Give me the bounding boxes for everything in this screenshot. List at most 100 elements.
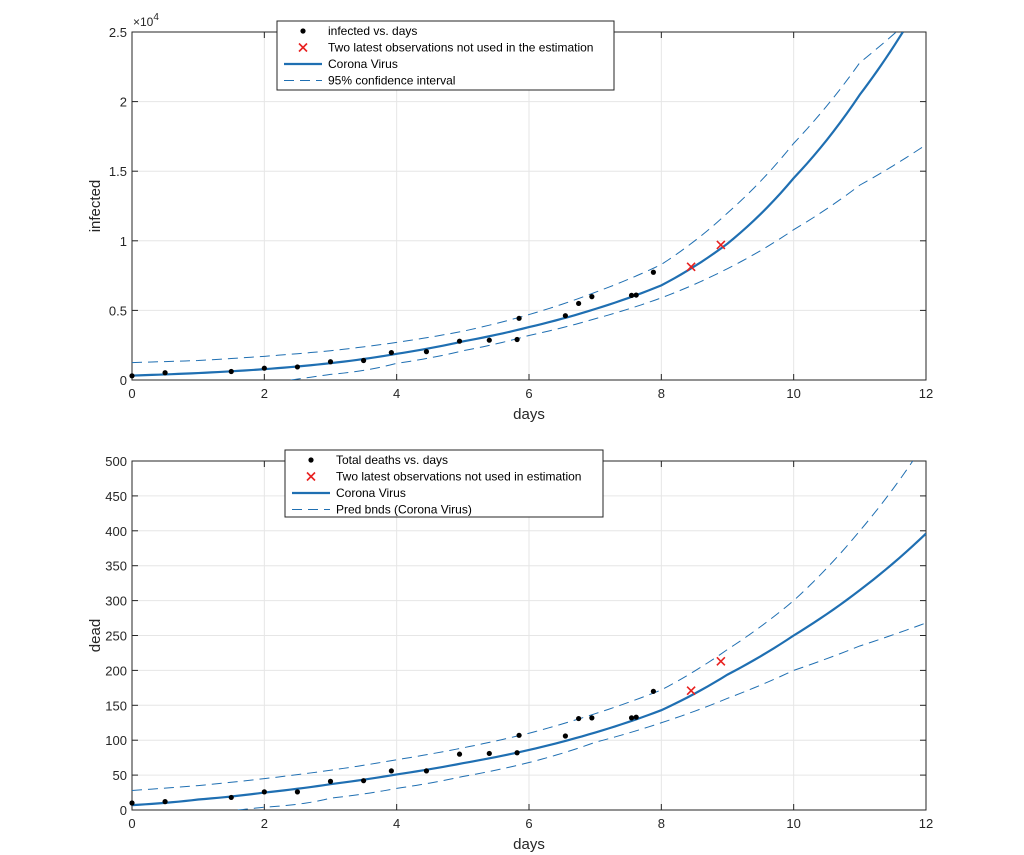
- y-exponent-label: ×104: [133, 12, 159, 29]
- deaths-chart: 0 2 4 6 8 10 12 0 50 100 150 200 250 300 350 400 450 500 d…: [87, 449, 933, 853]
- x-tick-label: 12: [919, 816, 933, 831]
- legend: infected vs. days Two latest observations…: [276, 20, 615, 91]
- observation-point: [562, 733, 568, 739]
- y-tick-label: 300: [105, 594, 127, 609]
- legend-label: infected vs. days: [328, 24, 417, 38]
- observation-point: [129, 373, 135, 379]
- observation-point: [562, 313, 568, 319]
- observation-point: [388, 349, 394, 356]
- observation-point: [294, 364, 301, 370]
- y-tick-label: 250: [105, 629, 127, 644]
- excluded-observation-point: [716, 240, 726, 250]
- observation-point: [327, 359, 334, 365]
- observation-point: [589, 294, 595, 300]
- y-axis-label: infected: [87, 180, 104, 233]
- observation-point: [576, 300, 582, 307]
- x-tick-label: 10: [786, 816, 800, 831]
- x-tick-label: 2: [261, 816, 268, 831]
- x-tick-label: 8: [658, 386, 665, 401]
- x-tick-label: 0: [128, 816, 135, 831]
- observation-point: [360, 778, 367, 784]
- y-tick-label: 0: [120, 803, 127, 818]
- infected-chart: 0 2 4 6 8 10 1200.511.522.5×104daysinfectedinf…: [87, 12, 933, 423]
- legend-label: Corona Virus: [336, 486, 406, 500]
- excluded-observation-point: [686, 262, 696, 272]
- y-tick-label: 1.5: [109, 164, 127, 179]
- x-tick-label: 6: [525, 386, 532, 401]
- legend-label: Total deaths vs. days: [336, 453, 448, 467]
- observation-point: [576, 715, 582, 722]
- y-exponent-base: ×10: [133, 15, 154, 29]
- x-tick-label: 4: [393, 386, 400, 401]
- observation-point: [261, 789, 267, 795]
- observation-point: [423, 349, 430, 355]
- excluded-observation-point: [716, 656, 726, 666]
- y-tick-label: 1: [120, 234, 127, 249]
- y-tick-label: 0.5: [109, 303, 127, 318]
- observation-point: [516, 732, 522, 738]
- x-tick-label: 12: [919, 386, 933, 401]
- x-axis-label: days: [513, 836, 545, 853]
- observation-point: [628, 292, 635, 298]
- observation-point: [360, 357, 367, 364]
- observation-point: [162, 799, 168, 805]
- x-tick-label: 6: [525, 816, 532, 831]
- y-exponent-power: 4: [153, 12, 159, 23]
- legend-label: Pred bnds (Corona Virus): [336, 503, 472, 517]
- y-axis-label: dead: [87, 619, 104, 652]
- legend-marker-observations: [300, 28, 306, 34]
- legend-marker-excluded: [298, 42, 308, 53]
- excluded-observation-point: [686, 686, 696, 696]
- y-tick-label: 400: [105, 524, 127, 539]
- x-axis-label: days: [513, 406, 545, 423]
- observation-point: [486, 750, 492, 757]
- observation-point: [514, 336, 520, 343]
- observation-point: [327, 778, 334, 784]
- observation-point: [228, 368, 234, 375]
- y-tick-label: 50: [113, 768, 127, 783]
- y-tick-label: 350: [105, 559, 127, 574]
- y-tick-label: 2.5: [109, 25, 127, 40]
- legend-marker-excluded: [306, 471, 316, 482]
- upper-bound-line: [132, 461, 914, 791]
- observation-point: [129, 800, 135, 806]
- observation-point: [456, 338, 463, 344]
- y-tick-label: 450: [105, 489, 127, 504]
- x-tick-label: 0: [128, 386, 135, 401]
- observation-point: [589, 715, 595, 721]
- y-tick-label: 100: [105, 733, 127, 748]
- observation-point: [628, 715, 635, 721]
- legend-label: Two latest observations not used in the …: [328, 41, 593, 55]
- legend-label: Two latest observations not used in esti…: [336, 470, 581, 484]
- upper-bound-line: [132, 32, 897, 364]
- legend: Total deaths vs. days Two latest observat…: [284, 449, 604, 518]
- observation-point: [162, 370, 168, 376]
- observation-point: [650, 688, 656, 694]
- observation-point: [633, 714, 639, 720]
- y-tick-label: 0: [120, 373, 127, 388]
- x-tick-label: 4: [393, 816, 400, 831]
- observation-point: [516, 315, 522, 321]
- legend-marker-observations: [308, 457, 314, 463]
- y-tick-label: 500: [105, 454, 127, 469]
- observation-point: [423, 768, 430, 774]
- observation-point: [633, 292, 639, 298]
- x-tick-label: 8: [658, 816, 665, 831]
- observation-point: [228, 794, 234, 801]
- observation-point: [261, 365, 267, 371]
- lower-bound-line: [237, 622, 926, 810]
- y-tick-label: 200: [105, 663, 127, 678]
- legend-label: 95% confidence interval: [328, 74, 455, 88]
- legend-box: [276, 20, 615, 91]
- observation-point: [486, 337, 492, 343]
- x-tick-label: 2: [261, 386, 268, 401]
- legend-label: Corona Virus: [328, 57, 398, 71]
- observation-point: [388, 768, 394, 774]
- observation-point: [514, 750, 520, 756]
- x-tick-label: 10: [786, 386, 800, 401]
- y-tick-label: 150: [105, 698, 127, 713]
- observation-point: [294, 789, 301, 795]
- legend-box: [284, 449, 604, 518]
- y-tick-label: 2: [120, 95, 127, 110]
